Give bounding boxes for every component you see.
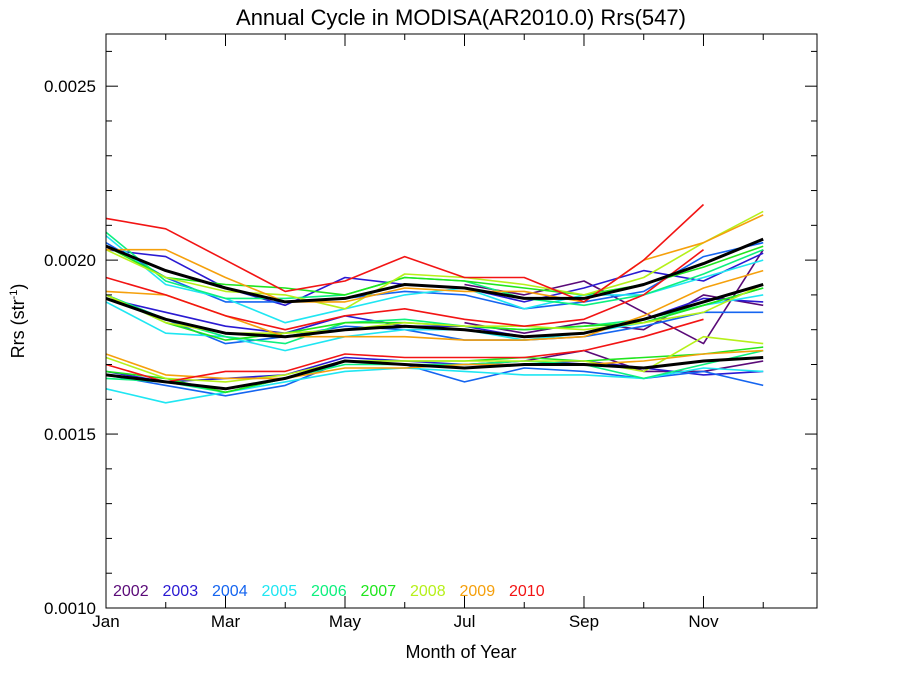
legend-item-2007: 2007 (361, 583, 397, 600)
x-tick-label: Nov (688, 612, 719, 631)
y-tick-labels: 0.0010 0.0015 0.0020 0.0025 (44, 77, 96, 618)
series-line-2004-7 (105, 294, 764, 345)
x-tick-labels: Jan Mar May Jul Sep Nov (92, 612, 719, 631)
series-line-2010-25 (105, 249, 704, 331)
axis-ticks (105, 34, 817, 609)
y-tick-label: 0.0015 (44, 425, 96, 444)
legend-item-2004: 2004 (212, 583, 248, 600)
legend-item-2005: 2005 (262, 583, 298, 600)
legend-item-2003: 2003 (163, 583, 199, 600)
y-tick-label: 0.0010 (44, 599, 96, 618)
x-tick-label: Sep (569, 612, 599, 631)
series-line-2009-21 (106, 214, 764, 303)
series-line-mean-28 (105, 283, 764, 339)
legend-item-2008: 2008 (410, 583, 446, 600)
x-tick-label: May (329, 612, 362, 631)
y-tick-label: 0.0020 (44, 251, 96, 270)
legend-item-2010: 2010 (509, 583, 545, 600)
y-axis-title-superscript: -1 (8, 290, 20, 300)
x-tick-label: Jul (454, 612, 476, 631)
legend-item-2002: 2002 (113, 583, 149, 600)
series-line-2004-6 (105, 241, 764, 310)
legend: 2002 2003 2004 2005 2006 2007 2008 2009 2010 (113, 583, 545, 600)
x-tick-label: Mar (211, 612, 241, 631)
legend-item-2009: 2009 (460, 583, 496, 600)
plot-frame (105, 33, 818, 609)
y-axis-title-close: ) (8, 284, 28, 290)
series-line-2010-24 (105, 203, 705, 303)
series-line-mean-27 (105, 237, 764, 304)
series-line-2010-26 (105, 318, 704, 383)
chart-title: Annual Cycle in MODISA(AR2010.0) Rrs(547… (236, 5, 686, 30)
legend-item-2006: 2006 (311, 583, 347, 600)
x-tick-label: Jan (92, 612, 119, 631)
series-line-2003-5 (105, 356, 764, 383)
x-axis-title: Month of Year (405, 642, 516, 662)
y-axis-title: Rrs (str-1) (8, 284, 28, 359)
series-line-2008-18 (105, 210, 764, 310)
y-tick-label: 0.0025 (44, 77, 96, 96)
series-line-mean-29 (105, 356, 764, 391)
plot-lines (105, 203, 764, 404)
y-axis-title-main: Rrs (str (8, 299, 28, 358)
